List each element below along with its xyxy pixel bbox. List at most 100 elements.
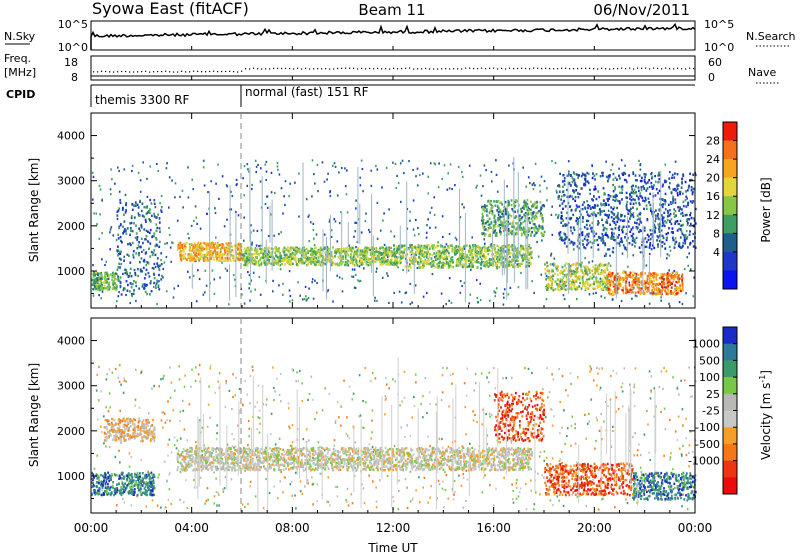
power-pixel [141, 250, 143, 253]
power-pixel [215, 251, 218, 254]
power-pixel [408, 247, 410, 251]
power-pixel [99, 277, 102, 280]
power-pixel [344, 247, 347, 250]
power-pixel [434, 226, 437, 229]
power-pixel [600, 204, 603, 207]
power-pixel [622, 291, 625, 295]
power-pixel [494, 295, 497, 298]
power-pixel [615, 198, 618, 201]
power-pixel [423, 244, 426, 248]
power-pixel [453, 251, 456, 254]
power-pixel [550, 213, 553, 216]
power-pixel [295, 263, 298, 266]
power-pixel [143, 277, 146, 280]
power-pixel [508, 263, 510, 266]
power-pixel [269, 252, 272, 256]
power-pixel [92, 281, 95, 284]
power-pixel [433, 162, 436, 165]
power-pixel [599, 280, 602, 283]
power-pixel [609, 271, 612, 275]
power-pixel [401, 251, 404, 255]
power-pixel [450, 258, 452, 261]
power-pixel [501, 212, 504, 215]
power-pixel [604, 271, 606, 274]
power-pixel [445, 248, 448, 251]
power-pixel [294, 181, 296, 184]
power-pixel [665, 232, 668, 236]
power-pixel [136, 235, 139, 239]
power-pixel [261, 256, 263, 259]
power-pixel [116, 250, 119, 253]
power-pixel [122, 225, 124, 228]
power-pixel [512, 253, 514, 256]
power-pixel [526, 213, 529, 216]
power-pixel [157, 285, 160, 288]
power-pixel [223, 253, 226, 256]
power-pixel [470, 265, 472, 268]
power-pixel [405, 257, 407, 260]
power-pixel [628, 281, 630, 284]
power-pixel [551, 263, 554, 266]
power-pixel [457, 165, 460, 169]
power-pixel [515, 254, 517, 258]
power-pixel [99, 284, 102, 287]
power-pixel [485, 248, 487, 252]
nave-point [693, 67, 695, 70]
power-pixel [341, 166, 343, 170]
power-pixel [459, 246, 462, 249]
power-pixel [216, 252, 218, 255]
power-pixel [679, 192, 681, 196]
power-pixel [491, 205, 494, 208]
power-pixel [577, 275, 580, 279]
power-pixel [496, 204, 499, 207]
power-pixel [511, 265, 514, 268]
power-pixel [597, 272, 600, 276]
power-pixel [521, 256, 524, 259]
power-pixel [601, 287, 604, 290]
power-pixel [560, 236, 562, 240]
power-pixel [486, 204, 488, 208]
power-pixel [117, 279, 120, 282]
power-pixel [484, 228, 487, 231]
power-pixel [614, 290, 616, 293]
power-pixel [666, 253, 669, 256]
power-pixel [100, 297, 102, 300]
power-pixel [687, 246, 689, 249]
power-pixel [559, 289, 562, 292]
power-pixel [298, 215, 300, 218]
nave-point [377, 67, 379, 69]
power-pixel [282, 212, 284, 215]
power-pixel [381, 253, 384, 256]
power-pixel [667, 231, 669, 235]
power-pixel [155, 216, 157, 219]
power-pixel [431, 245, 433, 248]
power-pixel [463, 281, 466, 284]
power-pixel [260, 229, 263, 232]
power-pixel [568, 286, 571, 289]
power-pixel [583, 283, 586, 286]
power-pixel [658, 174, 661, 177]
power-pixel [145, 238, 147, 241]
power-pixel [178, 247, 181, 250]
power-pixel [465, 244, 468, 247]
power-pixel [145, 212, 148, 215]
power-pixel [336, 274, 338, 277]
power-pixel [210, 180, 212, 183]
power-pixel [442, 247, 445, 250]
power-pixel [640, 273, 643, 276]
power-pixel [549, 279, 552, 283]
power-pixel [493, 200, 495, 203]
power-pixel [584, 287, 587, 290]
power-pixel [418, 262, 421, 265]
power-pixel [264, 202, 267, 206]
nave-point [609, 68, 611, 70]
power-pixel [242, 255, 245, 258]
power-pixel [634, 283, 637, 287]
power-pixel [435, 257, 438, 260]
power-pixel [644, 287, 647, 291]
power-pixel [246, 257, 248, 260]
power-pixel [514, 210, 516, 213]
power-pixel [482, 185, 484, 188]
power-pixel [251, 248, 254, 251]
power-pixel [530, 251, 533, 254]
